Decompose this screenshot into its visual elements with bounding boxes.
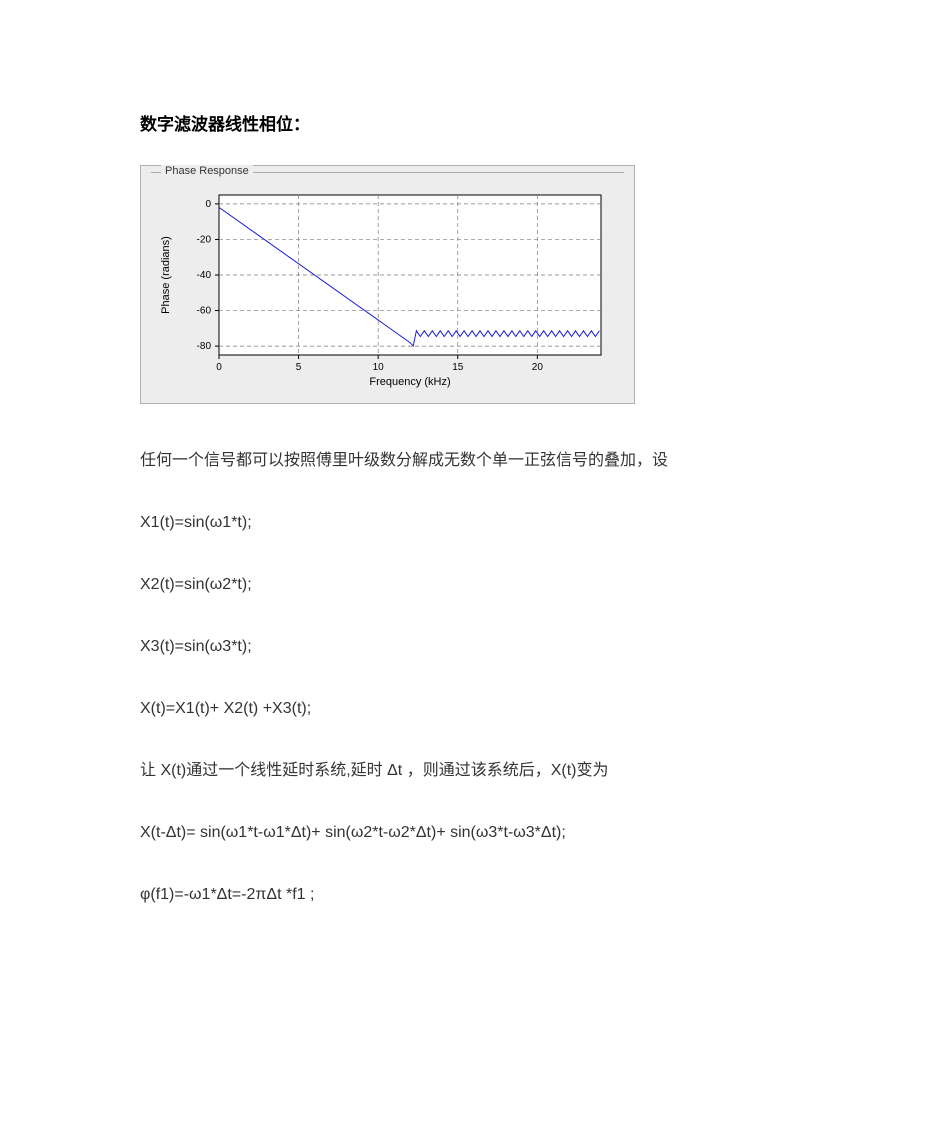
svg-text:20: 20 xyxy=(532,362,544,373)
svg-text:15: 15 xyxy=(452,362,464,373)
svg-text:Phase (radians): Phase (radians) xyxy=(160,236,172,314)
paragraph: 任何一个信号都可以按照傅里叶级数分解成无数个单一正弦信号的叠加，设 xyxy=(140,449,805,473)
svg-text:-20: -20 xyxy=(197,234,212,245)
body-text: 任何一个信号都可以按照傅里叶级数分解成无数个单一正弦信号的叠加，设 X1(t)=s… xyxy=(140,449,805,907)
svg-text:0: 0 xyxy=(216,362,222,373)
paragraph: X2(t)=sin(ω2*t); xyxy=(140,573,805,597)
paragraph: X(t-Δt)= sin(ω1*t-ω1*Δt)+ sin(ω2*t-ω2*Δt… xyxy=(140,821,805,845)
svg-text:5: 5 xyxy=(296,362,302,373)
svg-text:10: 10 xyxy=(373,362,385,373)
chart-panel: Phase Response 0 5 10 15 20 0 -20 -40 -60 -80 Freq… xyxy=(140,165,635,404)
paragraph: 让 X(t)通过一个线性延时系统,延时 Δt ，则通过该系统后，X(t)变为 xyxy=(140,759,805,783)
chart-fieldset: Phase Response 051015200-20-40-60-80Freq… xyxy=(151,172,624,393)
phase-response-chart: 0 5 10 15 20 0 -20 -40 -60 -80 Frequency (kHz) Phas… xyxy=(151,183,611,393)
svg-text:-60: -60 xyxy=(197,306,212,317)
svg-text:-40: -40 xyxy=(197,270,212,281)
svg-text:0: 0 xyxy=(205,199,211,210)
paragraph: X(t)=X1(t)+ X2(t) +X3(t); xyxy=(140,697,805,721)
svg-text:-80: -80 xyxy=(197,341,212,352)
document-page: 数字滤波器线性相位： Phase Response 0 5 10 15 20 0 -20 -4… xyxy=(0,0,945,985)
paragraph: X3(t)=sin(ω3*t); xyxy=(140,635,805,659)
paragraph: X1(t)=sin(ω1*t); xyxy=(140,511,805,535)
chart-legend: Phase Response xyxy=(161,165,253,177)
plot-area: 0 5 10 15 20 0 -20 -40 -60 -80 Frequency (kHz) Phas… xyxy=(151,172,624,393)
paragraph: φ(f1)=-ω1*Δt=-2πΔt *f1 ; xyxy=(140,883,805,907)
svg-text:Frequency (kHz): Frequency (kHz) xyxy=(369,376,450,388)
page-title: 数字滤波器线性相位： xyxy=(140,110,805,135)
